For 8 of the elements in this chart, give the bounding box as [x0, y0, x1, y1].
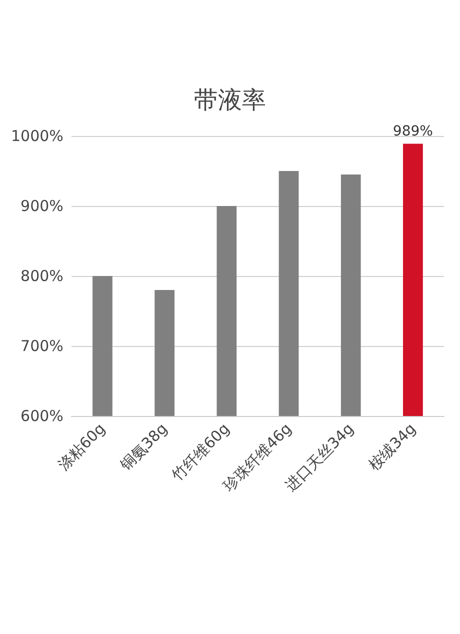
y-tick-label: 1000%: [10, 127, 64, 145]
x-tick-label: 桉绒34g: [365, 420, 420, 474]
y-tick-label: 800%: [20, 267, 64, 285]
y-tick-label: 900%: [20, 197, 64, 215]
y-tick-label: 600%: [20, 407, 64, 425]
data-label: 989%: [392, 124, 433, 140]
chart-title: 带液率: [194, 86, 266, 114]
y-tick-label: 700%: [20, 337, 64, 355]
